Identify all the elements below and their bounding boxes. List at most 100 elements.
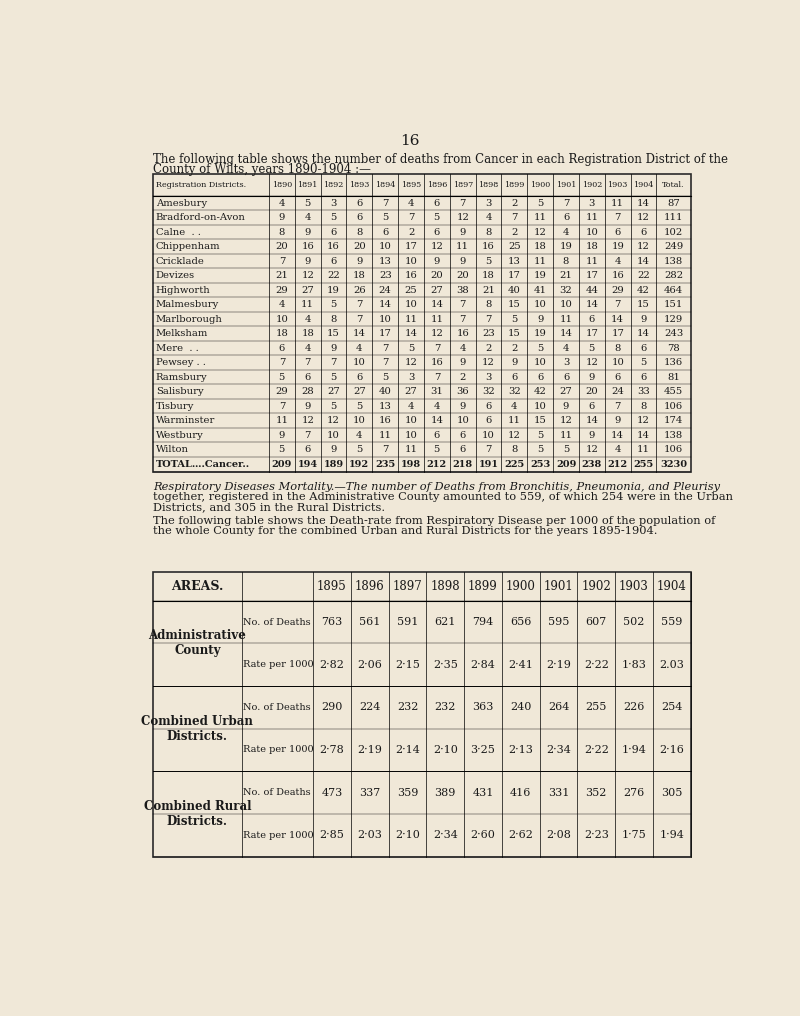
Text: 7: 7 — [382, 359, 388, 367]
Text: 1·75: 1·75 — [622, 830, 646, 840]
Text: 6: 6 — [641, 228, 646, 237]
Bar — [153, 572, 690, 856]
Text: 2·13: 2·13 — [508, 745, 533, 755]
Text: 22: 22 — [637, 271, 650, 280]
Text: 2: 2 — [511, 228, 518, 237]
Text: 2·85: 2·85 — [319, 830, 345, 840]
Text: Districts, and 305 in the Rural Districts.: Districts, and 305 in the Rural District… — [153, 502, 385, 512]
Text: 7: 7 — [356, 315, 362, 324]
Text: Pewsey . .: Pewsey . . — [156, 359, 206, 367]
Text: 18: 18 — [302, 329, 314, 338]
Text: 14: 14 — [637, 257, 650, 265]
Text: 2·16: 2·16 — [659, 745, 684, 755]
Text: 5: 5 — [305, 198, 311, 207]
Text: 6: 6 — [434, 431, 440, 440]
Text: 6: 6 — [589, 315, 595, 324]
Text: the whole County for the combined Urban and Rural Districts for the years 1895-1: the whole County for the combined Urban … — [153, 526, 658, 536]
Text: Chippenham: Chippenham — [156, 242, 221, 251]
Text: 559: 559 — [661, 617, 682, 627]
Text: 26: 26 — [353, 285, 366, 295]
Text: 15: 15 — [508, 329, 521, 338]
Text: Rate per 1000: Rate per 1000 — [243, 660, 314, 670]
Text: Administrative
County: Administrative County — [148, 630, 246, 657]
Text: 9: 9 — [614, 417, 621, 426]
Text: 6: 6 — [382, 228, 388, 237]
Text: 4: 4 — [305, 213, 311, 223]
Text: 7: 7 — [459, 198, 466, 207]
Text: 11: 11 — [637, 445, 650, 454]
Text: 7: 7 — [563, 198, 570, 207]
Text: 6: 6 — [537, 373, 543, 382]
Text: 11: 11 — [611, 198, 624, 207]
Text: 20: 20 — [430, 271, 443, 280]
Text: 6: 6 — [614, 228, 621, 237]
Text: 20: 20 — [586, 387, 598, 396]
Text: 7: 7 — [382, 445, 388, 454]
Text: 6: 6 — [434, 198, 440, 207]
Text: 2·84: 2·84 — [470, 659, 495, 670]
Text: 16: 16 — [611, 271, 624, 280]
Text: 212: 212 — [608, 460, 628, 468]
Text: 455: 455 — [664, 387, 683, 396]
Text: 11: 11 — [405, 315, 418, 324]
Bar — [153, 175, 690, 471]
Text: 6: 6 — [641, 373, 646, 382]
Text: 21: 21 — [559, 271, 573, 280]
Text: 27: 27 — [560, 387, 573, 396]
Text: 235: 235 — [375, 460, 395, 468]
Text: 21: 21 — [482, 285, 495, 295]
Text: 42: 42 — [534, 387, 546, 396]
Text: 6: 6 — [563, 373, 569, 382]
Text: 10: 10 — [534, 359, 546, 367]
Text: 87: 87 — [667, 198, 680, 207]
Text: 2·03: 2·03 — [358, 830, 382, 840]
Text: 42: 42 — [637, 285, 650, 295]
Text: 27: 27 — [353, 387, 366, 396]
Text: 6: 6 — [641, 343, 646, 353]
Text: 2·10: 2·10 — [433, 745, 458, 755]
Text: 11: 11 — [508, 417, 521, 426]
Text: 12: 12 — [302, 417, 314, 426]
Text: 6: 6 — [330, 228, 337, 237]
Text: 10: 10 — [275, 315, 288, 324]
Text: 5: 5 — [330, 213, 337, 223]
Text: 12: 12 — [559, 417, 573, 426]
Text: 11: 11 — [559, 431, 573, 440]
Text: 5: 5 — [537, 198, 543, 207]
Text: 14: 14 — [611, 315, 624, 324]
Text: 18: 18 — [275, 329, 288, 338]
Text: 14: 14 — [559, 329, 573, 338]
Text: 7: 7 — [614, 213, 621, 223]
Text: Ramsbury: Ramsbury — [156, 373, 207, 382]
Text: 763: 763 — [322, 617, 342, 627]
Text: 1·94: 1·94 — [622, 745, 646, 755]
Text: 3: 3 — [408, 373, 414, 382]
Text: 7: 7 — [278, 401, 285, 410]
Text: 10: 10 — [534, 300, 546, 309]
Text: 2·14: 2·14 — [395, 745, 420, 755]
Text: 5: 5 — [356, 401, 362, 410]
Text: 5: 5 — [434, 445, 440, 454]
Text: 1900: 1900 — [506, 580, 536, 592]
Text: 1895: 1895 — [317, 580, 347, 592]
Text: 18: 18 — [482, 271, 495, 280]
Text: 8: 8 — [330, 315, 337, 324]
Text: 17: 17 — [508, 271, 521, 280]
Text: 36: 36 — [456, 387, 469, 396]
Text: 15: 15 — [327, 329, 340, 338]
Text: 253: 253 — [530, 460, 550, 468]
Text: 32: 32 — [508, 387, 521, 396]
Text: AREAS.: AREAS. — [171, 580, 223, 592]
Text: 9: 9 — [459, 228, 466, 237]
Text: 194: 194 — [298, 460, 318, 468]
Text: 5: 5 — [408, 343, 414, 353]
Text: 14: 14 — [353, 329, 366, 338]
Text: 4: 4 — [408, 198, 414, 207]
Text: 9: 9 — [589, 373, 595, 382]
Text: 24: 24 — [378, 285, 392, 295]
Text: 14: 14 — [586, 417, 598, 426]
Text: 6: 6 — [511, 373, 518, 382]
Text: 16: 16 — [482, 242, 495, 251]
Text: 3·25: 3·25 — [470, 745, 495, 755]
Text: 212: 212 — [427, 460, 447, 468]
